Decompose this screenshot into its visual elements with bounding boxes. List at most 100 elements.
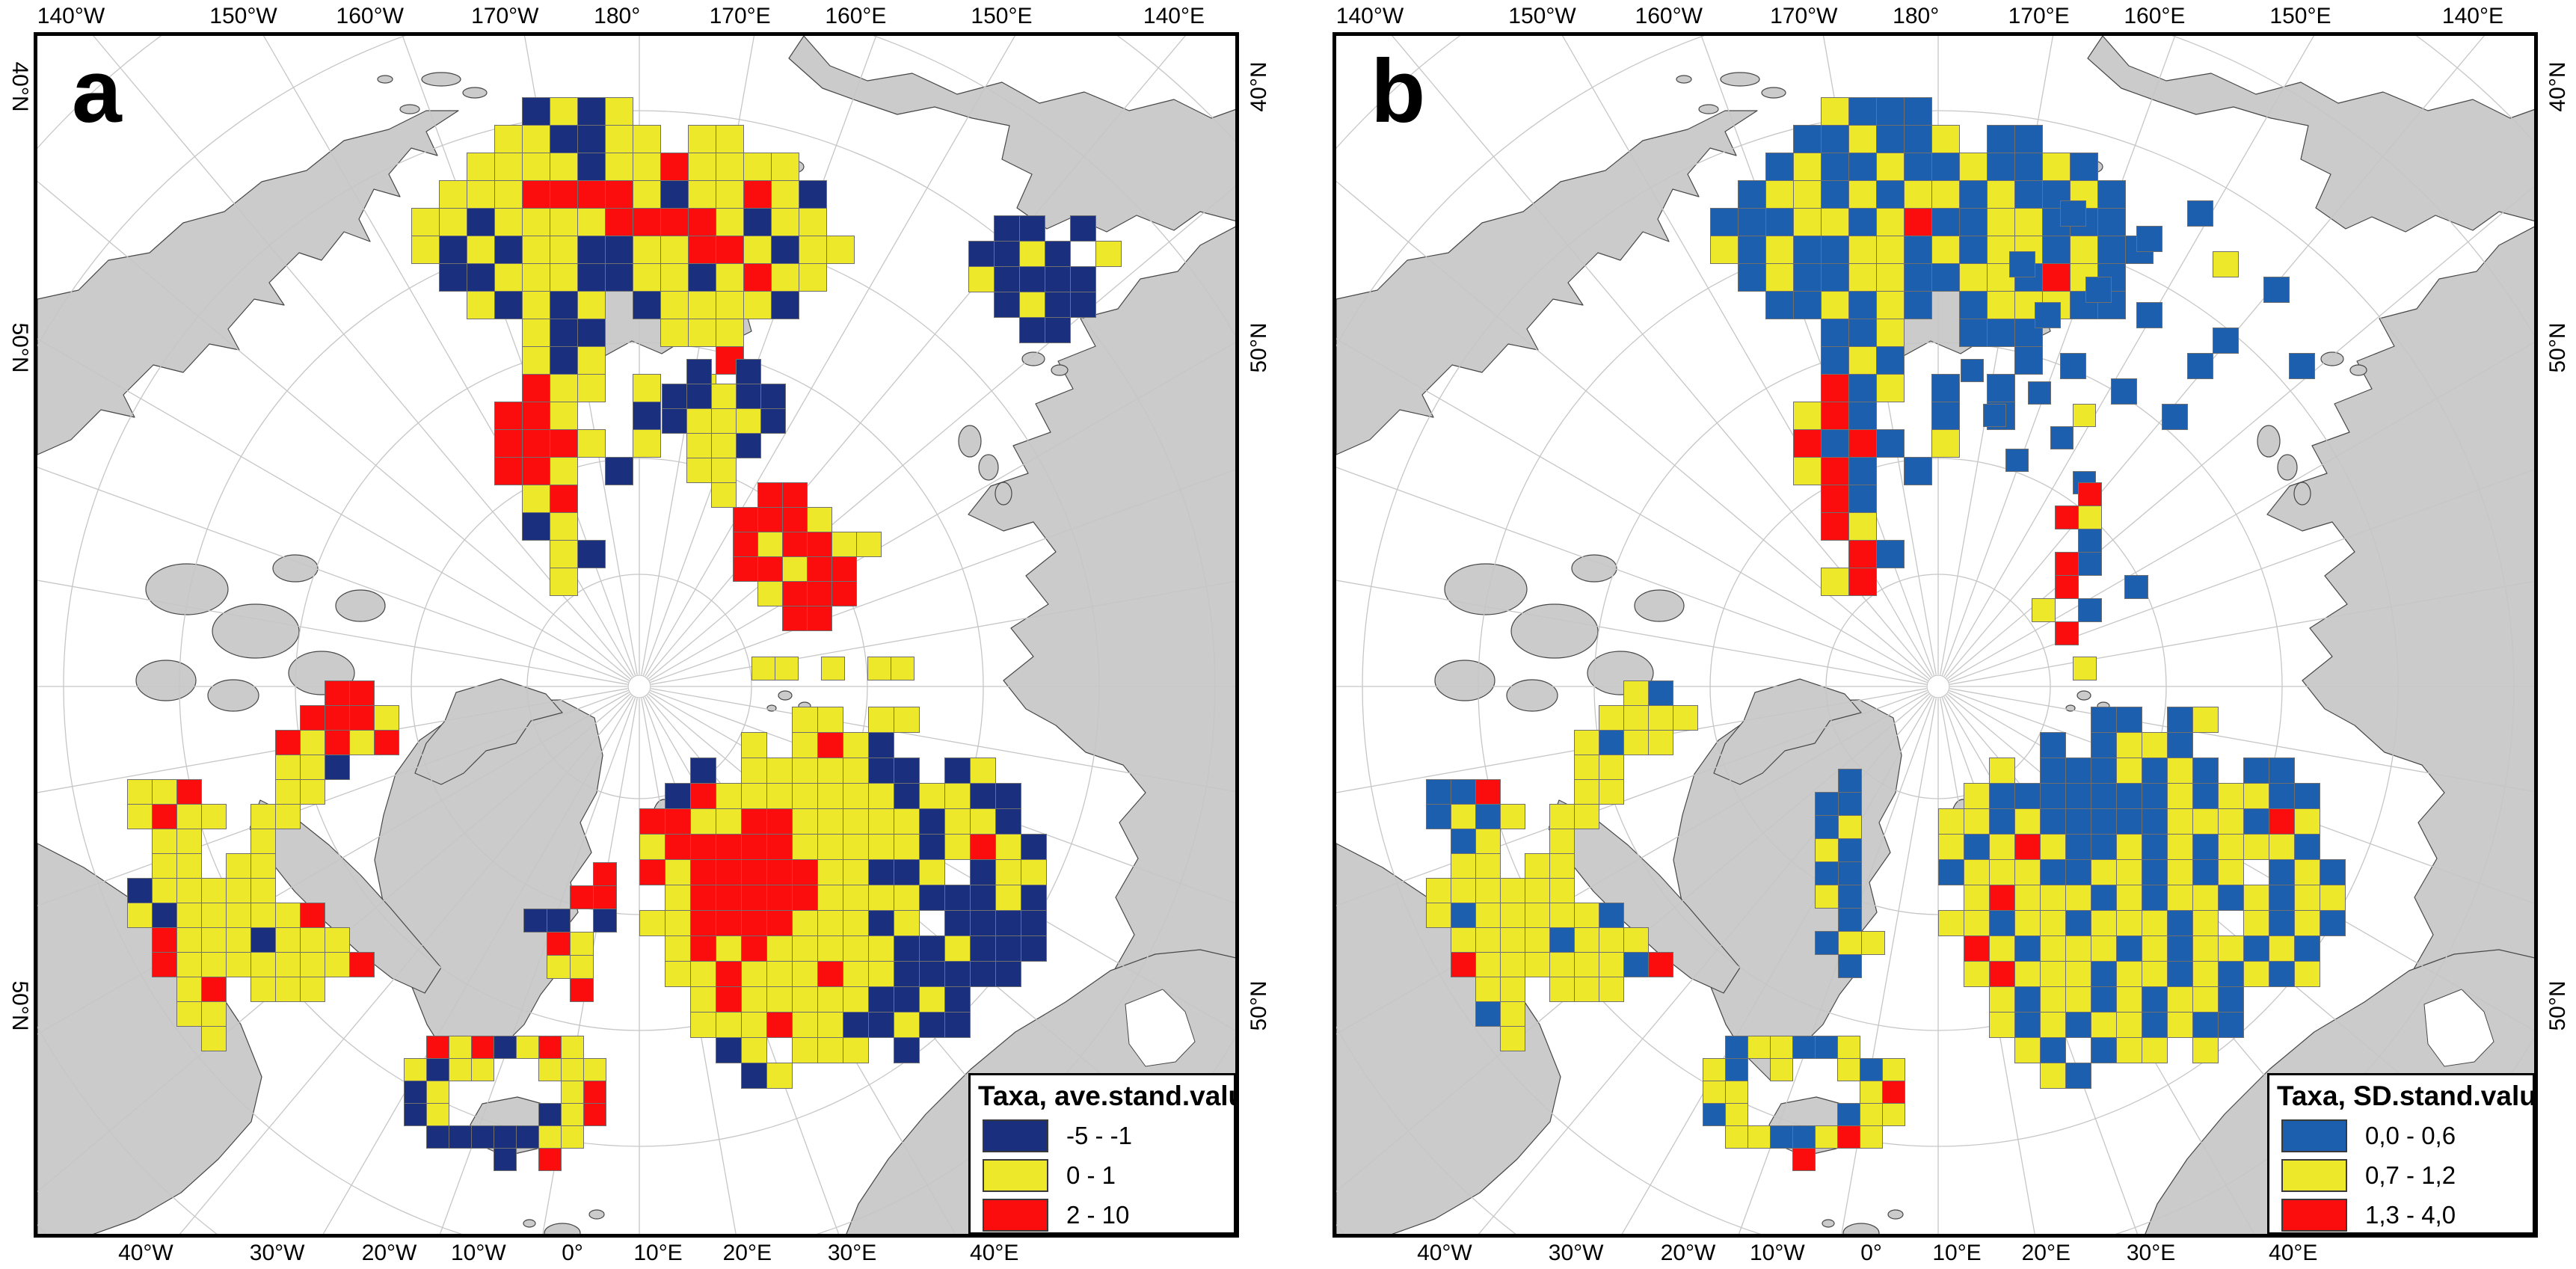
grid-cell: [716, 180, 744, 209]
grid-cell: [2078, 482, 2102, 506]
grid-cell: [1815, 792, 1839, 816]
grid-cell: [1838, 792, 1862, 816]
grid-cell: [325, 680, 350, 706]
grid-cell: [716, 935, 742, 962]
grid-cell: [894, 1037, 920, 1063]
grid-cell: [1747, 1036, 1771, 1059]
grid-cell: [1451, 829, 1476, 854]
grid-cell: [1821, 568, 1849, 596]
grid-cell: [1876, 153, 1905, 181]
grid-cell: [226, 903, 251, 928]
grid-cell: [1710, 208, 1739, 236]
grid-cell: [771, 236, 799, 264]
grid-cell: [741, 834, 767, 860]
grid-cell: [792, 783, 818, 809]
grid-cell: [2167, 783, 2193, 809]
grid-cell: [522, 429, 550, 458]
grid-cell: [995, 885, 1021, 911]
grid-cell: [1837, 1058, 1860, 1081]
grid-cell: [970, 961, 996, 987]
grid-cell: [1821, 180, 1849, 209]
grid-cell: [2014, 859, 2041, 885]
grid-cell: [439, 180, 467, 209]
grid-cell: [1815, 1125, 1838, 1149]
grid-cell: [1070, 292, 1096, 318]
grid-cell: [1821, 97, 1849, 126]
grid-cell: [2014, 1012, 2041, 1038]
grid-cell: [522, 236, 550, 264]
grid-cell: [782, 507, 808, 532]
legend-a: Taxa, ave.stand.value -5 - -1 0 - 1 2 - 10: [968, 1073, 1235, 1234]
grid-cell: [2014, 153, 2043, 181]
grid-cell: [1793, 429, 1822, 458]
grid-cell: [1860, 1125, 1883, 1149]
grid-cell: [494, 429, 523, 458]
grid-cell: [374, 730, 399, 755]
grid-cell: [2050, 426, 2074, 449]
grid-cell: [665, 783, 691, 809]
grid-cell: [660, 180, 689, 209]
grid-cell: [1876, 180, 1905, 209]
grid-cell: [686, 433, 712, 458]
grid-cell: [577, 236, 606, 264]
grid-cell: [792, 707, 818, 733]
grid-cell: [817, 910, 843, 936]
grid-cell: [2014, 125, 2043, 153]
grid-cell: [1964, 885, 1990, 911]
grid-cell: [968, 266, 995, 292]
grid-cell: [633, 180, 661, 209]
grid-cell: [439, 263, 467, 292]
grid-cell: [1451, 952, 1476, 977]
grid-cell: [1964, 834, 1990, 860]
grid-cell: [716, 885, 742, 911]
grid-cell: [2142, 986, 2168, 1013]
grid-cell: [2091, 707, 2117, 733]
grid-cell: [1426, 779, 1451, 805]
grid-cell: [1987, 319, 2015, 347]
grid-cell: [570, 978, 594, 1002]
grid-cell: [2091, 783, 2117, 809]
grid-cell: [522, 291, 550, 319]
grid-cell: [467, 291, 495, 319]
grid-cell: [1848, 153, 1877, 181]
grid-cell: [665, 859, 691, 885]
grid-cell: [2192, 1037, 2219, 1063]
grid-cells-layer-a: [37, 36, 1235, 1234]
grid-cell: [2065, 758, 2091, 784]
grid-cell: [1848, 540, 1877, 568]
grid-cell: [411, 208, 440, 236]
grid-cell: [449, 1036, 472, 1059]
grid-cell: [2243, 758, 2269, 784]
grid-cell: [711, 458, 737, 483]
grid-cell: [2294, 935, 2320, 962]
grid-cell: [1475, 1001, 1501, 1027]
grid-cell: [2091, 1037, 2117, 1063]
grid-cell: [2218, 935, 2244, 962]
grid-cell: [995, 808, 1021, 835]
grid-cell: [1599, 927, 1624, 953]
grid-cell: [1792, 1148, 1816, 1171]
grid-cell: [2294, 885, 2320, 911]
grid-cell: [633, 125, 661, 153]
grid-cell: [2091, 859, 2117, 885]
grid-cell: [577, 319, 606, 347]
grid-cell: [201, 977, 227, 1002]
grid-cell: [639, 808, 665, 835]
grid-cell: [1989, 986, 2015, 1013]
grid-cell: [766, 986, 793, 1013]
grid-cell: [2040, 910, 2066, 936]
grid-cell: [577, 374, 606, 402]
grid-cell: [711, 482, 737, 508]
grid-cell: [660, 236, 689, 264]
grid-cell: [782, 532, 808, 557]
grid-cell: [743, 208, 772, 236]
grid-cell: [894, 910, 920, 936]
grid-cell: [919, 986, 945, 1013]
grid-cell: [522, 180, 550, 209]
grid-cell: [919, 783, 945, 809]
map-frame-a: a Taxa, ave.stand.value -5 - -1 0 - 1 2 - …: [34, 32, 1239, 1238]
grid-cell: [1703, 1103, 1726, 1126]
grid-cell: [2055, 575, 2079, 599]
grid-cell: [716, 1012, 742, 1038]
axis-label-bottom: 20°E: [722, 1241, 772, 1265]
